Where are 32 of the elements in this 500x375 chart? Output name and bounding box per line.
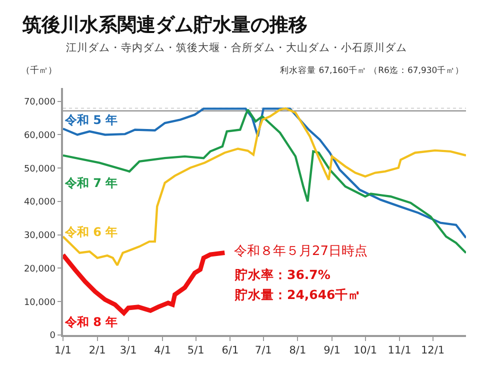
y-tick-label: 20,000 <box>24 264 56 274</box>
series-label: 令和 5 年 <box>64 113 118 127</box>
x-tick-label: 7/1 <box>254 344 272 356</box>
x-tick-label: 2/1 <box>88 344 106 356</box>
x-tick-label: 11/1 <box>388 344 412 356</box>
y-tick-label: 70,000 <box>24 98 56 108</box>
x-tick-label: 12/1 <box>420 344 445 356</box>
x-tick-label: 6/1 <box>222 344 239 356</box>
x-tick-label: 1/1 <box>54 344 72 356</box>
x-tick-label: 8/1 <box>289 344 306 356</box>
chart-subtitle: 江川ダム・寺内ダム・筑後大堰・合所ダム・大山ダム・小石原川ダム <box>66 41 407 54</box>
chart-title: 筑後川水系関連ダム貯水量の推移 <box>22 14 308 36</box>
x-tick-label: 10/1 <box>353 344 378 356</box>
x-tick-label: 4/1 <box>154 344 172 356</box>
annotation: 貯水量：24,646千㎥ <box>234 287 362 302</box>
y-tick-label: 0 <box>50 331 56 342</box>
y-tick-label: 30,000 <box>24 231 56 242</box>
y-tick-label: 50,000 <box>24 164 56 174</box>
series-label: 令和 7 年 <box>64 176 118 190</box>
x-tick-label: 5/1 <box>187 344 204 356</box>
line-series <box>63 250 227 316</box>
x-tick-label: 3/1 <box>120 344 137 356</box>
y-tick-label: 10,000 <box>24 298 56 308</box>
annotation: 貯水率：36.7% <box>234 267 331 282</box>
y-tick-label: 40,000 <box>24 198 56 208</box>
annotation: 令和８年５月27日時点 <box>234 244 368 259</box>
x-tick-label: 9/1 <box>324 344 340 356</box>
y-axis-title: （千㎥） <box>21 65 57 76</box>
text: 利水容量 67,160千㎥ （R6迄：67,930千㎥） <box>280 65 464 76</box>
series-label: 令和 6 年 <box>64 225 118 239</box>
series-label: 令和 8 年 <box>64 315 118 329</box>
y-tick-label: 60,000 <box>24 130 56 141</box>
